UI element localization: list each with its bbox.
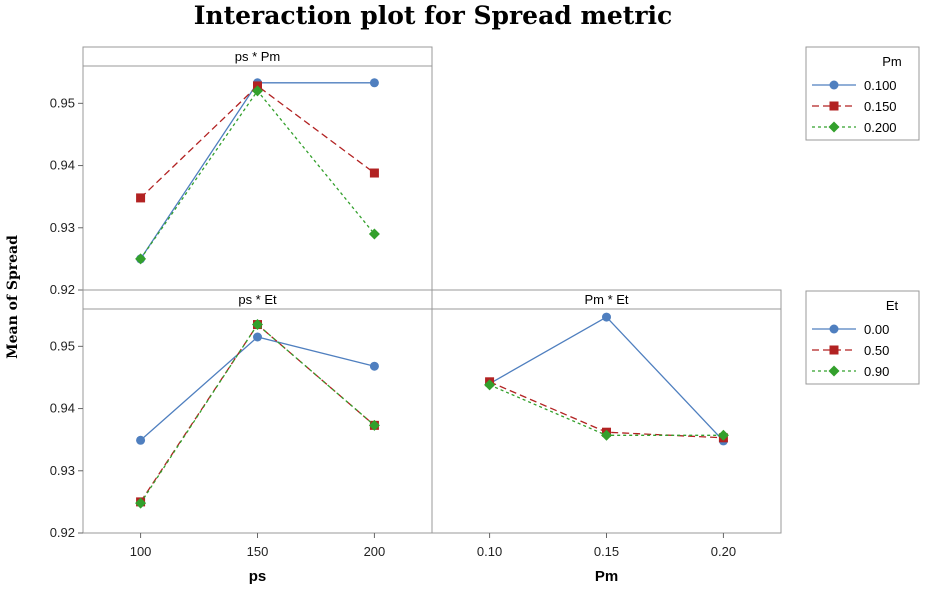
series-line	[140, 336, 375, 441]
data-point	[368, 419, 380, 431]
legend-marker	[829, 101, 839, 111]
series-line	[140, 82, 375, 260]
data-point	[369, 78, 379, 88]
panel-strip-label: ps * Et	[238, 292, 277, 307]
x-tick-label: 150	[247, 544, 269, 559]
series-line	[489, 316, 724, 442]
data-point	[135, 253, 147, 265]
series-2	[135, 85, 380, 265]
y-tick-label: 0.92	[50, 282, 75, 297]
x-tick-label: 200	[364, 544, 386, 559]
data-point	[252, 319, 263, 331]
legend-0: Pm 0.100 0.150 0.200	[805, 46, 920, 141]
chart-title: Interaction plot for Spread metric	[194, 1, 673, 30]
legend-label: 0.150	[864, 99, 897, 114]
y-tick-label: 0.93	[50, 220, 75, 235]
legend-marker	[829, 324, 839, 334]
series-1	[136, 81, 379, 203]
legend-1: Et 0.00 0.50 0.90	[805, 290, 920, 385]
data-point	[136, 193, 146, 203]
legend-title: Et	[886, 298, 899, 313]
panel-strip-label: ps * Pm	[235, 49, 281, 64]
y-tick-label: 0.94	[50, 401, 75, 416]
legend-marker	[829, 345, 839, 355]
x-axis-label: ps	[249, 568, 267, 585]
data-point	[484, 379, 496, 391]
x-tick-label: 0.20	[711, 544, 736, 559]
data-point	[369, 168, 379, 178]
legend-frame	[805, 290, 920, 385]
series-line	[140, 323, 375, 504]
series-0	[485, 312, 728, 446]
x-axis-label: Pm	[595, 568, 618, 585]
x-tick-label: 100	[130, 544, 152, 559]
series-0	[136, 78, 379, 264]
data-point	[717, 429, 729, 441]
panel-strip-label: Pm * Et	[584, 292, 628, 307]
y-tick-label: 0.95	[50, 338, 75, 353]
y-tick-label: 0.94	[50, 158, 75, 173]
legend-marker	[828, 365, 840, 377]
panel-0: ps * Pm 0.92 0.93 0.94 0.95	[50, 46, 433, 297]
legend-frame	[805, 46, 920, 141]
legend-label: 0.200	[864, 120, 897, 135]
panel-2: Pm * Et 0.10 0.15 0.20 Pm	[431, 289, 782, 585]
data-point	[602, 312, 611, 322]
legend-marker	[828, 121, 840, 133]
y-tick-label: 0.95	[50, 95, 75, 110]
series-line	[140, 85, 375, 199]
legend-label: 0.90	[864, 364, 889, 379]
series-2	[484, 379, 729, 441]
data-point	[369, 361, 379, 371]
panel-1: ps * Et 0.92 0.93 0.94 0.95 100 150 200 ps	[50, 289, 433, 585]
data-point	[252, 85, 263, 97]
panel-frame	[431, 289, 782, 534]
series-1	[136, 320, 379, 507]
legend-title: Pm	[882, 54, 902, 69]
data-point	[601, 429, 612, 441]
x-tick-label: 0.10	[477, 544, 502, 559]
legend-marker	[829, 80, 839, 90]
data-point	[135, 497, 147, 509]
data-point	[136, 435, 146, 445]
series-line	[140, 323, 375, 503]
y-tick-label: 0.93	[50, 463, 75, 478]
y-tick-label: 0.92	[50, 525, 75, 540]
data-point	[253, 332, 262, 342]
data-point	[368, 228, 380, 240]
x-tick-label: 0.15	[594, 544, 619, 559]
series-0	[136, 332, 379, 445]
legend-label: 0.00	[864, 322, 889, 337]
legend-label: 0.50	[864, 343, 889, 358]
legend-label: 0.100	[864, 78, 897, 93]
series-2	[135, 319, 380, 509]
series-line	[140, 89, 375, 260]
y-axis-label: Mean of Spread	[5, 235, 21, 359]
